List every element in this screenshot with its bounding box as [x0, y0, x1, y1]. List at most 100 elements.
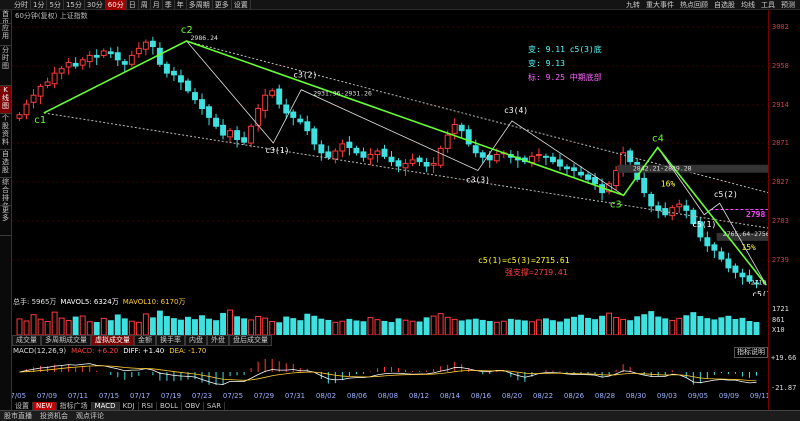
indicator-tab-4[interactable]: KDJ	[120, 402, 139, 410]
pivot-label-6: c3	[610, 199, 622, 210]
period-tab-4[interactable]: 30分	[85, 0, 106, 10]
volume-bar-65	[472, 318, 479, 335]
indicator-tab-5[interactable]: RSI	[139, 402, 157, 410]
formula-annotation: c5(1)=c5(3)=2715.61	[478, 256, 570, 265]
volume-tab-5[interactable]: 内盘	[185, 335, 207, 346]
status-item-0[interactable]: 股市直播	[4, 412, 32, 420]
candle-48	[353, 145, 360, 156]
price-tick-1: 2958	[772, 62, 789, 71]
volume-bar-50	[367, 317, 374, 335]
date-tick-3: 07/15	[99, 392, 119, 400]
indicator-tab-2[interactable]: 指标广场	[57, 402, 92, 410]
date-tick-8: 07/29	[254, 392, 274, 400]
indicator-tab-6[interactable]: BOLL	[157, 402, 182, 410]
volume-bar-78	[564, 318, 570, 335]
candle-36	[269, 88, 276, 98]
period-tab-8[interactable]: 月	[151, 0, 163, 10]
candle-76	[549, 152, 556, 165]
candle-38	[283, 98, 290, 120]
left-tab-6[interactable]: 综合排名	[0, 178, 11, 206]
volume-tab-7[interactable]: 盘后成交量	[229, 335, 272, 346]
candle-77	[557, 153, 563, 171]
candle-80	[578, 166, 584, 178]
candle-51	[374, 148, 381, 163]
volume-tab-0[interactable]: 成交量	[12, 335, 41, 346]
status-item-2[interactable]: 观点评论	[76, 412, 104, 420]
volume-tabs: 成交量 多周期成交量 虚拟成交量 金额 换手率 内盘 外盘 盘后成交量	[12, 335, 272, 346]
volume-bar-73	[528, 321, 535, 335]
candle-57	[416, 155, 423, 167]
period-tab-3[interactable]: 15分	[64, 0, 85, 10]
volume-bar-67	[486, 320, 493, 335]
volume-chart	[16, 309, 760, 335]
volume-tab-6[interactable]: 外盘	[207, 335, 229, 346]
price-tick-0: 3002	[772, 23, 789, 32]
tool-0[interactable]: 九转	[626, 1, 640, 9]
indicator-tab-0[interactable]: 设置	[12, 402, 33, 410]
period-tab-2[interactable]: 5分	[47, 0, 64, 10]
left-tab-0[interactable]: 首页	[0, 10, 11, 24]
volume-bar-54	[395, 318, 402, 335]
left-tab-4[interactable]: 个股资料	[0, 114, 11, 150]
price-tick-5: 2783	[772, 216, 789, 225]
left-tab-3[interactable]: K线图	[0, 86, 11, 114]
period-tab-6[interactable]: 日	[127, 0, 139, 10]
volume-tab-1[interactable]: 多周期成交量	[41, 335, 91, 346]
period-tab-11[interactable]: 多周期	[187, 0, 213, 10]
period-tab-12[interactable]: 更多	[213, 0, 232, 10]
period-tab-7[interactable]: 周	[139, 0, 151, 10]
candle-8	[72, 57, 79, 69]
candle-25	[192, 88, 198, 105]
candle-61	[444, 130, 451, 153]
volume-bar-42	[311, 315, 318, 335]
period-tab-10[interactable]: 年	[175, 0, 187, 10]
period-tab-1[interactable]: 1分	[31, 0, 48, 10]
volume-tab-4[interactable]: 换手率	[156, 335, 185, 346]
period-tab-0[interactable]: 分时	[12, 0, 31, 10]
indicator-tab-1[interactable]: NEW	[33, 402, 57, 410]
tool-5[interactable]: 工具	[761, 1, 775, 9]
tool-3[interactable]: 自选股	[714, 1, 735, 9]
tool-6[interactable]: 预测	[781, 1, 795, 9]
tool-1[interactable]: 重大事件	[646, 1, 674, 9]
price-tick-2: 2914	[772, 100, 789, 109]
candle-97	[697, 217, 704, 242]
indicator-help-button[interactable]: 指标说明	[734, 347, 768, 358]
period-tab-5[interactable]: 60分	[105, 0, 127, 10]
candlestick-chart[interactable]: c1 c2 c3(1) c3(2) c3(3) c3(4) c3 c4 c5(1) c5(2) c5…	[12, 14, 768, 296]
left-tab-5[interactable]: 自选股	[0, 150, 11, 178]
candle-98	[704, 231, 711, 252]
period-tab-9[interactable]: 季	[163, 0, 175, 10]
volume-bar-70	[507, 318, 514, 335]
volume-bar-6	[58, 317, 65, 335]
volume-tab-2[interactable]: 虚拟成交量	[91, 335, 134, 346]
candle-3	[37, 83, 44, 105]
volume-bar-21	[163, 316, 170, 335]
candle-63	[458, 122, 465, 139]
indicator-tab-3[interactable]: MACD	[91, 402, 120, 410]
status-item-1[interactable]: 投资机会	[40, 412, 68, 420]
status-bar: 股市直播 投资机会 观点评论	[0, 410, 800, 421]
period-tab-13[interactable]: 设置	[232, 0, 251, 10]
volume-bar-30	[227, 309, 234, 335]
tool-4[interactable]: 均线	[741, 1, 755, 9]
volume-bar-74	[535, 319, 542, 335]
date-tick-5: 07/19	[161, 392, 181, 400]
left-tab-2[interactable]: 分时图	[0, 46, 11, 86]
indicator-tab-7[interactable]: OBV	[182, 402, 204, 410]
candle-54	[395, 158, 402, 173]
candle-6	[58, 66, 65, 80]
left-tab-1[interactable]: 应用	[0, 24, 11, 46]
tool-2[interactable]: 热点回顾	[680, 1, 708, 9]
date-tick-23: 09/09	[719, 392, 739, 400]
candle-18	[142, 39, 149, 56]
left-tab-7[interactable]: 更多	[0, 206, 11, 236]
volume-tab-3[interactable]: 金额	[134, 335, 156, 346]
wave-trend-line	[43, 40, 767, 286]
date-tick-12: 08/08	[378, 392, 398, 400]
indicator-tab-8[interactable]: SAR	[204, 402, 226, 410]
volume-bar-57	[416, 321, 423, 335]
macd-name: MACD(12,26,9)	[13, 347, 67, 355]
candle-79	[571, 163, 577, 179]
date-tick-15: 08/16	[471, 392, 492, 400]
